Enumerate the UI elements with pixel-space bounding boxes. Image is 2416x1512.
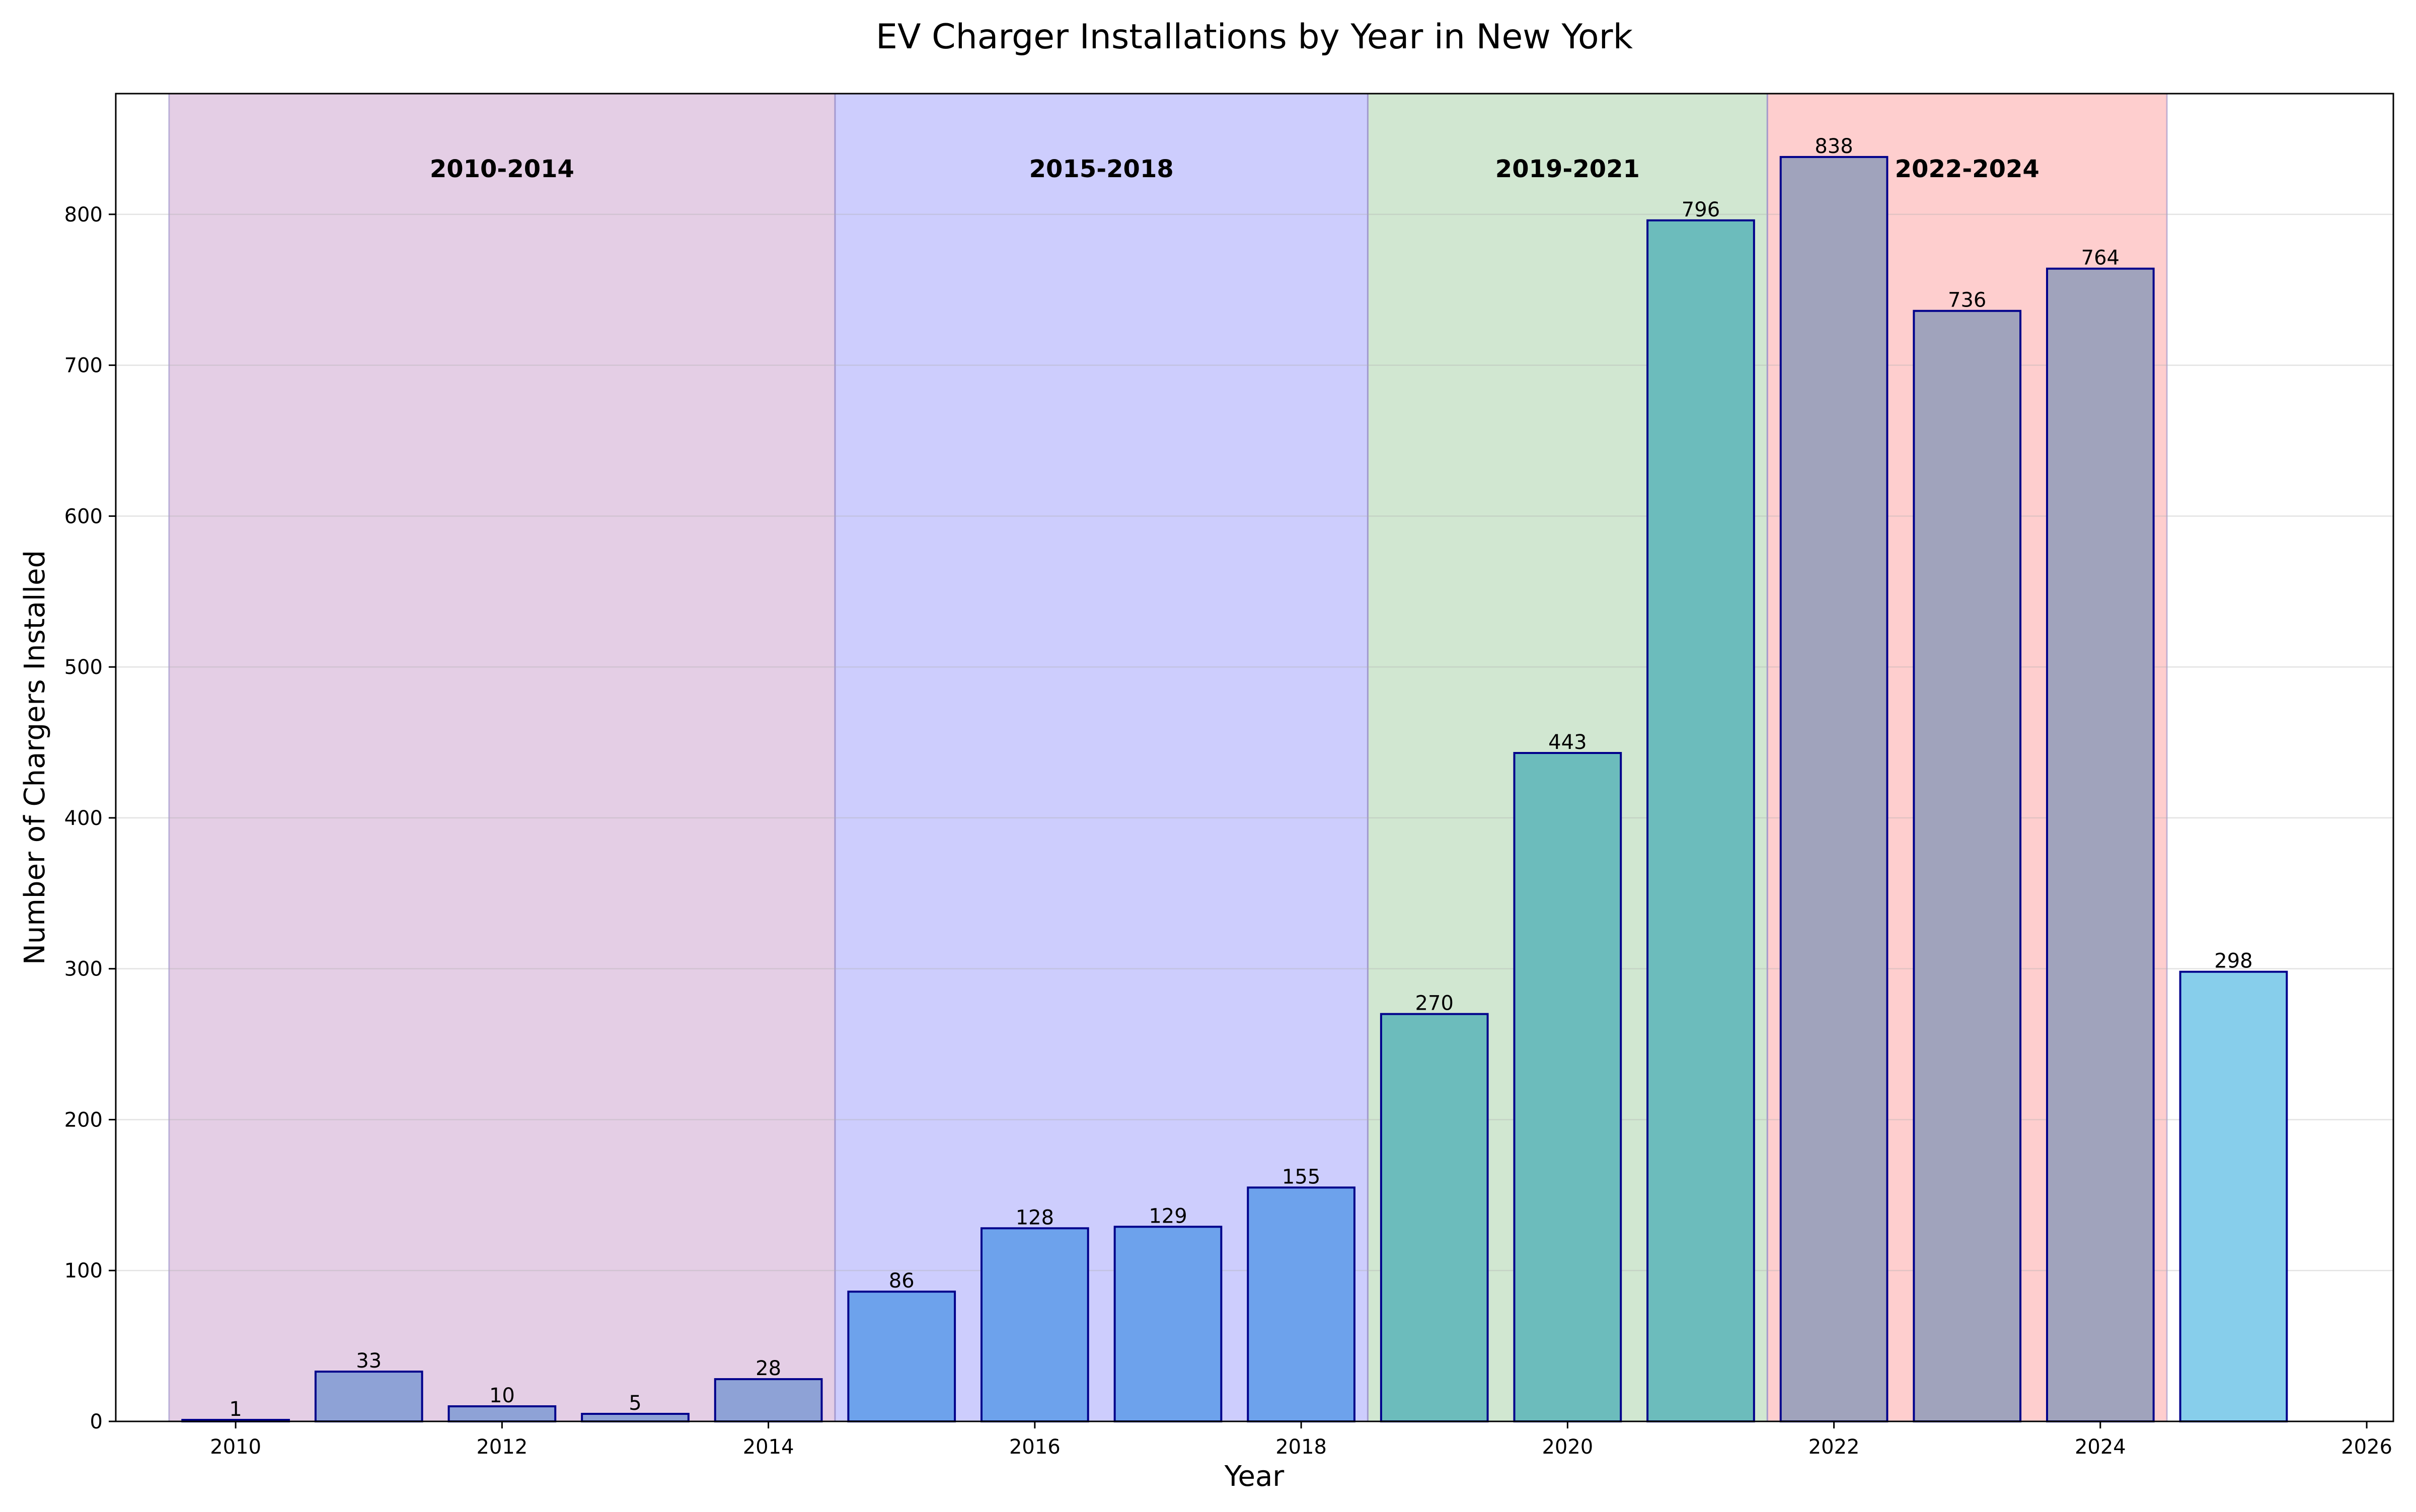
period-label-2015-2018: 2015-2018 <box>1029 155 1174 183</box>
y-axis-label: Number of Chargers Installed <box>19 550 51 965</box>
value-label-2014: 28 <box>756 1357 781 1380</box>
bar-2011 <box>314 1371 423 1422</box>
period-label-2022-2024: 2022-2024 <box>1895 155 2040 183</box>
bar-2016 <box>980 1227 1089 1423</box>
x-tick-label-2014: 2014 <box>743 1435 794 1459</box>
period-label-2010-2014: 2010-2014 <box>430 155 574 183</box>
x-tick-label-2010: 2010 <box>210 1435 261 1459</box>
y-tick-label-100: 100 <box>64 1259 103 1282</box>
x-tick-label-2026: 2026 <box>2341 1435 2392 1459</box>
value-label-2025: 298 <box>2214 950 2252 973</box>
bar-2022 <box>1779 156 1889 1422</box>
value-label-2013: 5 <box>629 1392 641 1415</box>
bar-2025 <box>2179 970 2288 1422</box>
value-label-2011: 33 <box>356 1349 382 1373</box>
x-tick-label-2012: 2012 <box>476 1435 527 1459</box>
bar-2015 <box>847 1291 956 1423</box>
bar-2020 <box>1513 752 1622 1422</box>
value-label-2022: 838 <box>1815 135 1853 158</box>
x-tick-label-2016: 2016 <box>1009 1435 1061 1459</box>
x-tick-label-2022: 2022 <box>1808 1435 1860 1459</box>
x-tick-label-2018: 2018 <box>1275 1435 1327 1459</box>
value-label-2019: 270 <box>1415 992 1454 1015</box>
value-label-2020: 443 <box>1548 731 1587 754</box>
chart-title: EV Charger Installations by Year in New … <box>876 17 1633 57</box>
value-label-2017: 129 <box>1149 1204 1187 1228</box>
x-tick-label-2024: 2024 <box>2075 1435 2126 1459</box>
plot-frame <box>115 93 2394 1422</box>
y-tick-label-700: 700 <box>64 354 103 377</box>
value-label-2010: 1 <box>229 1398 242 1421</box>
value-label-2012: 10 <box>489 1384 515 1407</box>
bar-2013 <box>581 1413 690 1423</box>
bar-2017 <box>1113 1226 1223 1423</box>
bar-2023 <box>1913 310 2022 1423</box>
y-tick-label-500: 500 <box>64 656 103 679</box>
y-tick-label-200: 200 <box>64 1108 103 1131</box>
bar-2018 <box>1247 1186 1355 1423</box>
x-axis-label: Year <box>1224 1460 1285 1493</box>
y-tick-label-0: 0 <box>90 1410 103 1433</box>
y-tick-label-400: 400 <box>64 807 103 830</box>
bar-2024 <box>2046 267 2155 1423</box>
bar-2021 <box>1646 219 1755 1422</box>
value-label-2018: 155 <box>1282 1165 1320 1188</box>
bar-2019 <box>1380 1013 1489 1422</box>
y-tick-label-600: 600 <box>64 505 103 528</box>
period-labels: 2010-2014 2015-2018 2019-2021 2022-2024 <box>430 155 2040 183</box>
y-tick-label-300: 300 <box>64 958 103 981</box>
x-tick-label-2020: 2020 <box>1542 1435 1593 1459</box>
value-label-2024: 764 <box>2081 247 2120 270</box>
value-label-2023: 736 <box>1948 289 1986 312</box>
period-label-2019-2021: 2019-2021 <box>1495 155 1640 183</box>
y-tick-label-800: 800 <box>64 203 103 226</box>
value-label-2015: 86 <box>889 1269 915 1293</box>
value-label-2021: 796 <box>1682 198 1720 221</box>
value-label-2016: 128 <box>1016 1206 1054 1229</box>
bar-2014 <box>714 1378 823 1423</box>
period-band-2010-2014 <box>169 94 835 1421</box>
value-labels: 1 33 10 5 28 86 128 129 155 270 443 796 838 736 764 298 <box>229 135 2252 1421</box>
bar-2012 <box>447 1405 557 1422</box>
axes: 0 100 200 300 400 500 600 700 800 2010 2012 2014 201… <box>64 93 2394 1459</box>
bars <box>181 156 2288 1423</box>
